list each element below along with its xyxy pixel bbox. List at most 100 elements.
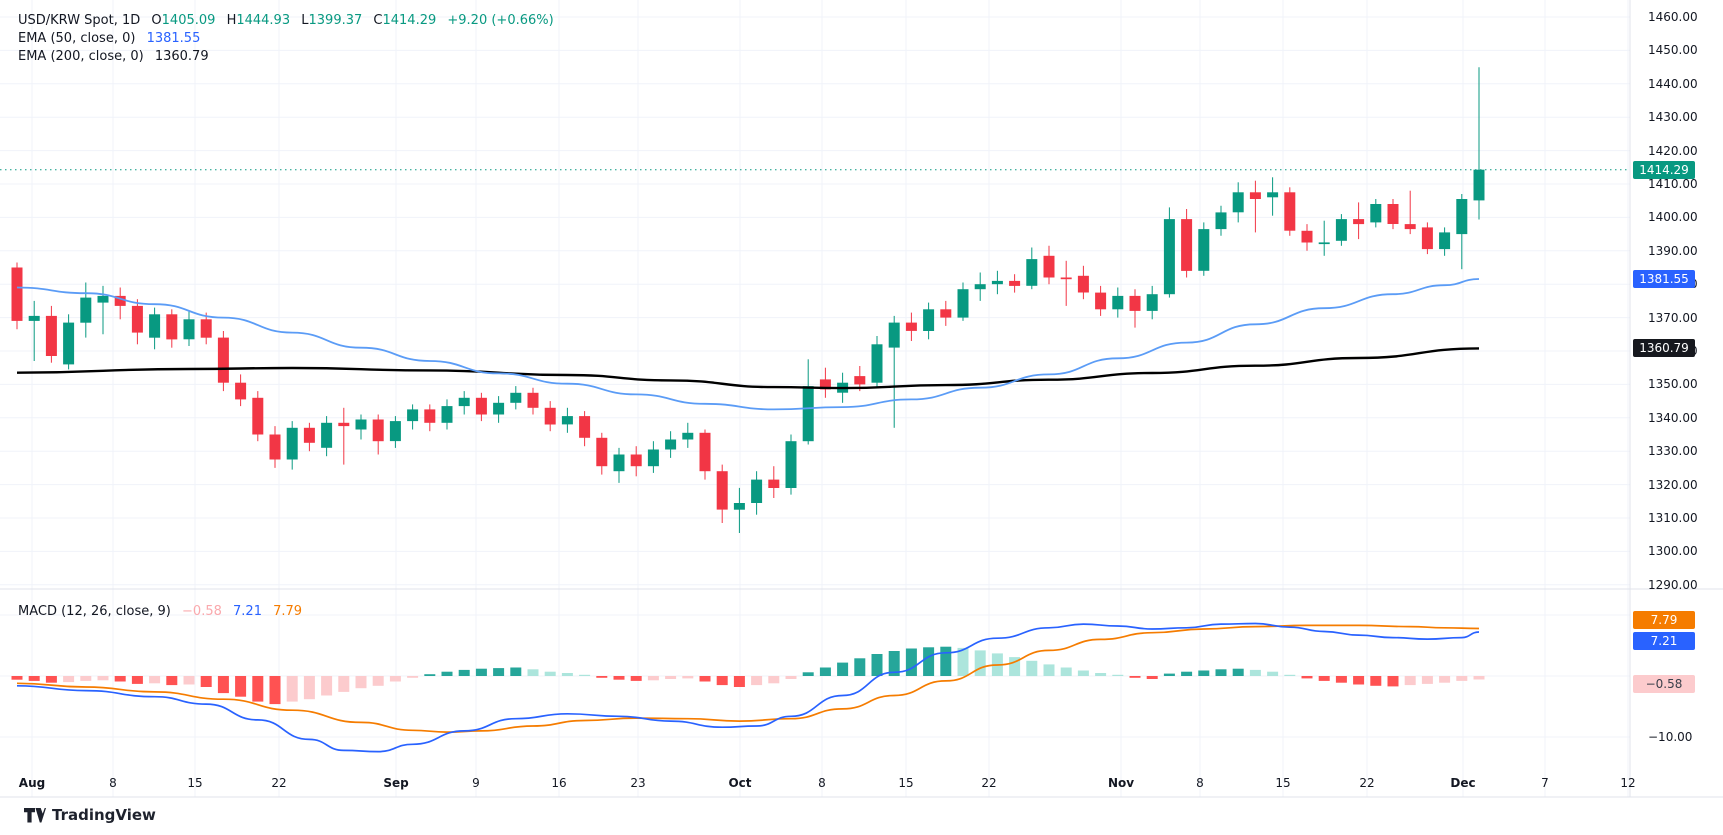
close-label: C bbox=[373, 13, 383, 28]
macd-histogram-bar bbox=[183, 676, 195, 685]
ema200-value: 1360.79 bbox=[154, 49, 209, 64]
candle-body bbox=[1353, 219, 1365, 225]
candle-body bbox=[940, 309, 952, 318]
time-axis-label: 15 bbox=[1275, 776, 1291, 790]
candle-body bbox=[630, 454, 642, 467]
macd-histogram-bar bbox=[1284, 674, 1296, 676]
candle-body bbox=[785, 441, 797, 488]
candle-body bbox=[1370, 204, 1382, 223]
candle-body bbox=[1163, 219, 1175, 295]
candle-body bbox=[1181, 219, 1193, 271]
macd-histogram-bar bbox=[819, 667, 831, 676]
time-axis-label: 23 bbox=[630, 776, 646, 790]
axis-price-badge: 7.21 bbox=[1633, 632, 1695, 650]
macd-histogram-bar bbox=[114, 676, 126, 682]
symbol-title[interactable]: USD/KRW Spot, 1D bbox=[18, 13, 141, 28]
macd-histogram-bar bbox=[527, 669, 539, 676]
price-axis-label: 1440.00 bbox=[1648, 76, 1698, 91]
candle-body bbox=[1456, 199, 1468, 235]
price-axis-label: 1340.00 bbox=[1648, 410, 1698, 425]
macd-histogram-bar bbox=[1095, 673, 1107, 676]
macd-histogram-bar bbox=[647, 676, 659, 681]
candle-body bbox=[252, 397, 264, 435]
candle-body bbox=[45, 315, 57, 356]
macd-histogram-bar bbox=[372, 676, 384, 686]
macd-legend-row[interactable]: MACD (12, 26, close, 9) −0.58 7.21 7.79 bbox=[18, 604, 302, 619]
macd-histogram-bar bbox=[544, 671, 556, 676]
candle-body bbox=[1043, 255, 1055, 278]
axis-price-badge: 1381.55 bbox=[1633, 270, 1695, 288]
price-axis-label: 1450.00 bbox=[1648, 43, 1698, 58]
candle-body bbox=[991, 280, 1003, 285]
candle-body bbox=[819, 379, 831, 390]
candle-body bbox=[1318, 242, 1330, 245]
macd-histogram-bar bbox=[286, 676, 298, 702]
macd-histogram-bar bbox=[905, 648, 917, 676]
ema200-line bbox=[16, 347, 1480, 390]
macd-histogram-bar bbox=[200, 676, 212, 687]
macd-histogram-bar bbox=[1163, 673, 1175, 676]
time-axis-label: 8 bbox=[109, 776, 117, 790]
macd-histogram-bar bbox=[475, 668, 487, 676]
candle-body bbox=[28, 315, 40, 321]
ema50-line bbox=[16, 278, 1480, 411]
time-axis-label: 12 bbox=[1620, 776, 1636, 790]
candle-body bbox=[579, 416, 591, 438]
candle-body bbox=[647, 449, 659, 467]
macd-histogram-bar bbox=[1026, 660, 1038, 677]
time-axis-label: 8 bbox=[1196, 776, 1204, 790]
ema50-label[interactable]: EMA (50, close, 0) bbox=[18, 31, 136, 46]
time-axis-label: 22 bbox=[1359, 776, 1375, 790]
macd-histogram-bar bbox=[1267, 671, 1279, 676]
close-value: 1414.29 bbox=[382, 13, 437, 28]
candle-body bbox=[441, 406, 453, 423]
price-axis-label: 1350.00 bbox=[1648, 377, 1698, 392]
macd-histogram-bar bbox=[131, 676, 143, 684]
macd-histogram-bar bbox=[80, 676, 92, 681]
macd-histogram-bar bbox=[1249, 669, 1261, 676]
macd-histogram-bar bbox=[252, 676, 264, 702]
axis-price-badge: −0.58 bbox=[1633, 675, 1695, 693]
candle-body bbox=[183, 319, 195, 340]
price-axis-label: 1330.00 bbox=[1648, 444, 1698, 459]
candle-body bbox=[11, 267, 23, 321]
macd-histogram-bar bbox=[1181, 671, 1193, 676]
macd-signal-value: 7.79 bbox=[273, 604, 303, 619]
ema200-legend-row[interactable]: EMA (200, close, 0) 1360.79 bbox=[18, 49, 209, 64]
candle-body bbox=[493, 402, 505, 415]
price-axis-label: 1300.00 bbox=[1648, 544, 1698, 559]
tradingview-logo-icon bbox=[24, 807, 46, 822]
candle-body bbox=[1095, 292, 1107, 310]
open-label: O bbox=[151, 13, 162, 28]
price-axis-label: 1460.00 bbox=[1648, 10, 1698, 24]
time-axis-label: 7 bbox=[1541, 776, 1549, 790]
time-axis-label: 15 bbox=[898, 776, 914, 790]
macd-histogram-bar bbox=[957, 647, 969, 676]
candle-body bbox=[1077, 275, 1089, 293]
macd-histogram-bar bbox=[682, 676, 694, 679]
macd-line-value: 7.21 bbox=[233, 604, 262, 619]
candle-body bbox=[372, 419, 384, 442]
macd-histogram-bar bbox=[923, 647, 935, 676]
candle-body bbox=[613, 454, 625, 472]
time-axis-label: 16 bbox=[551, 776, 567, 790]
candle-body bbox=[527, 392, 539, 408]
macd-main-line bbox=[16, 622, 1480, 753]
macd-histogram-bar bbox=[1421, 676, 1433, 684]
candle-body bbox=[1387, 204, 1399, 224]
candle-body bbox=[561, 416, 573, 425]
candle-body bbox=[1198, 229, 1210, 271]
macd-histogram-bar bbox=[1232, 668, 1244, 676]
macd-histogram-bar bbox=[1112, 674, 1124, 676]
macd-histogram-bar bbox=[321, 676, 333, 696]
macd-label[interactable]: MACD (12, 26, close, 9) bbox=[18, 604, 171, 619]
open-value: 1405.09 bbox=[161, 13, 216, 28]
ema50-legend-row[interactable]: EMA (50, close, 0) 1381.55 bbox=[18, 31, 200, 46]
macd-histogram-bar bbox=[1353, 676, 1365, 685]
macd-histogram-bar bbox=[355, 676, 367, 689]
symbol-legend-row[interactable]: USD/KRW Spot, 1D O1405.09 H1444.93 L1399… bbox=[18, 13, 554, 28]
ema200-label[interactable]: EMA (200, close, 0) bbox=[18, 49, 144, 64]
tradingview-logo[interactable]: TradingView bbox=[24, 806, 156, 824]
